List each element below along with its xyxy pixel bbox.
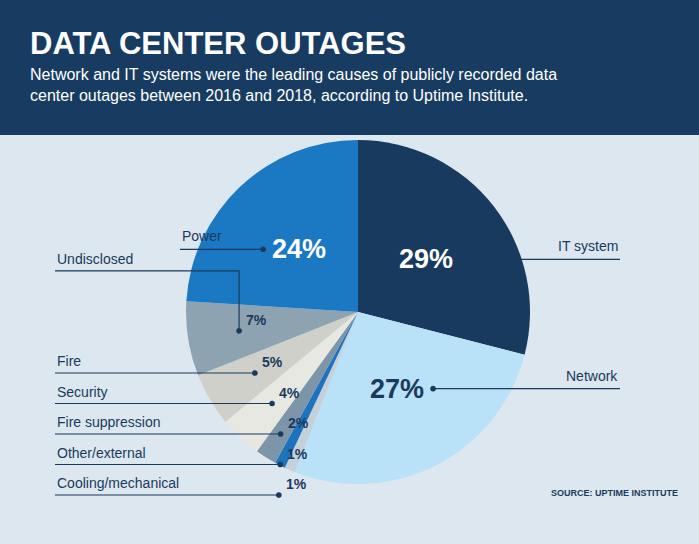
- svg-text:Cooling/mechanical: Cooling/mechanical: [57, 475, 179, 491]
- svg-text:27%: 27%: [370, 374, 424, 404]
- svg-text:Security: Security: [57, 384, 108, 400]
- svg-text:1%: 1%: [286, 476, 307, 492]
- svg-text:5%: 5%: [262, 354, 283, 370]
- svg-text:Fire: Fire: [57, 353, 81, 369]
- svg-text:1%: 1%: [287, 446, 308, 462]
- svg-text:Fire suppression: Fire suppression: [57, 414, 161, 430]
- svg-text:IT system: IT system: [558, 238, 618, 254]
- svg-text:Other/external: Other/external: [57, 445, 146, 461]
- svg-text:Network and IT systems were th: Network and IT systems were the leading …: [30, 66, 557, 104]
- svg-text:29%: 29%: [399, 244, 453, 274]
- svg-text:2%: 2%: [288, 415, 309, 431]
- svg-text:DATA CENTER OUTAGES: DATA CENTER OUTAGES: [30, 26, 406, 61]
- svg-text:Power: Power: [182, 228, 222, 244]
- svg-text:7%: 7%: [246, 312, 267, 328]
- svg-text:24%: 24%: [272, 234, 326, 264]
- svg-text:SOURCE: UPTIME INSTITUTE: SOURCE: UPTIME INSTITUTE: [551, 488, 678, 498]
- svg-text:Undisclosed: Undisclosed: [57, 251, 133, 267]
- svg-text:Network: Network: [566, 368, 618, 384]
- svg-text:4%: 4%: [279, 385, 300, 401]
